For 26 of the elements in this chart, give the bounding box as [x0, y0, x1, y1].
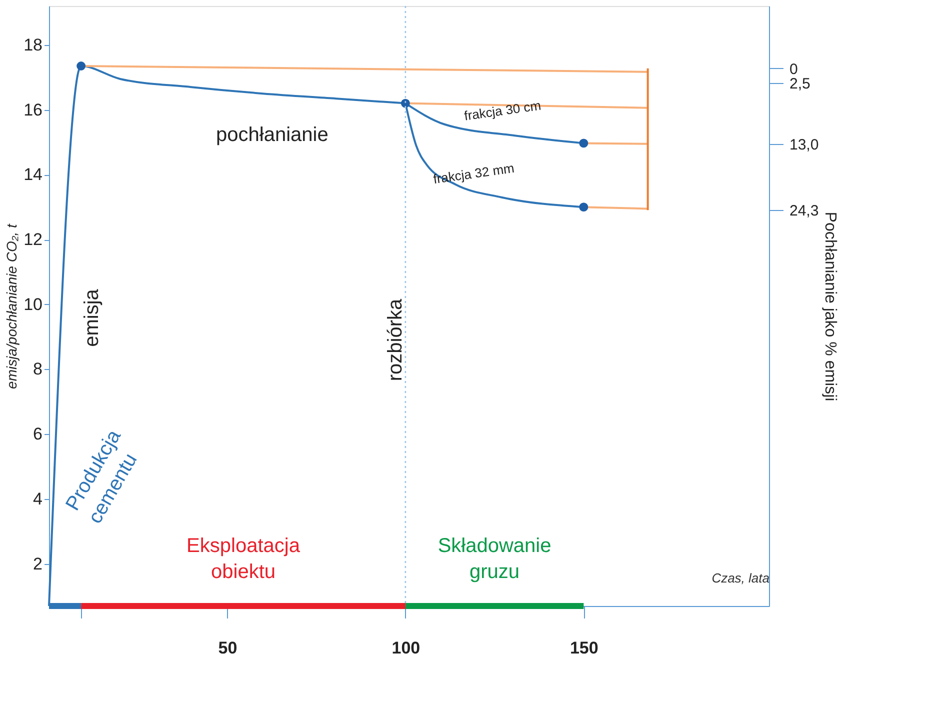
y2-tick-label: 24,3: [790, 202, 819, 220]
y2-axis-title: Pochłanianie jako % emisji: [822, 212, 839, 402]
y-tick-label: 6: [33, 424, 42, 444]
x-tick-label: 100: [392, 638, 420, 658]
y-tick-label: 2: [33, 554, 42, 574]
y-tick-label: 18: [24, 35, 42, 54]
y2-tick-label: 2,5: [790, 75, 810, 92]
x-axis-title: Czas, lata: [712, 570, 770, 586]
annotation: frakcja 32 mm: [432, 160, 516, 187]
x-tick-label: 150: [570, 638, 598, 658]
y-axis-title: emisja/pochłanianie CO₂, t: [4, 222, 20, 389]
y-tick-label: 8: [33, 360, 42, 379]
y-tick-label: 14: [24, 165, 42, 184]
annotation: emisja: [81, 288, 104, 347]
y-tick-label: 10: [24, 294, 42, 314]
series-label: Eksploatacja obiektu: [186, 535, 301, 583]
y-tick-label: 16: [24, 100, 42, 120]
y-tick-label: 12: [24, 230, 42, 250]
y2-tick-label: 13,0: [790, 136, 819, 154]
y2-tick-label: 0: [790, 60, 798, 78]
annotation: pochłanianie: [216, 124, 328, 146]
annotation: frakcja 30 cm: [463, 98, 542, 124]
ref-line-label: rozbiórka: [384, 298, 406, 382]
series-label: Składowanie gruzu: [438, 535, 552, 583]
x-tick-label: 50: [218, 638, 238, 658]
y-tick-label: 4: [33, 489, 42, 508]
